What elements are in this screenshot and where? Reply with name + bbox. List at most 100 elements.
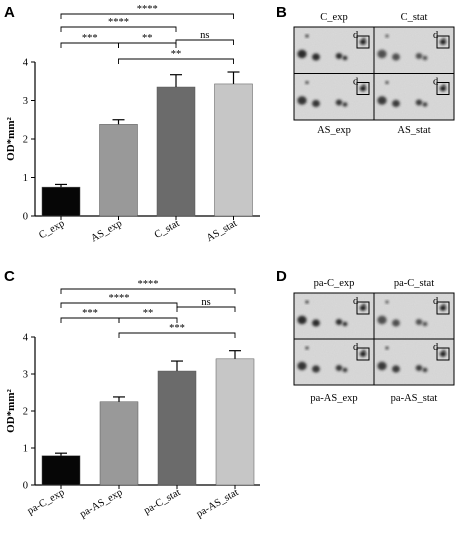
bar	[99, 124, 138, 217]
y-tick-label: 2	[23, 407, 28, 418]
protein-spot	[305, 300, 309, 304]
gel-label: C_exp	[320, 12, 347, 23]
significance-label: ****	[108, 17, 129, 28]
protein-spot	[297, 315, 307, 325]
bar	[214, 83, 253, 217]
protein-spot	[377, 96, 387, 105]
significance-label: **	[143, 308, 154, 319]
y-tick-label: 1	[23, 173, 28, 184]
protein-spot	[305, 346, 309, 350]
target-spot	[439, 305, 447, 311]
protein-spot	[422, 321, 428, 327]
gel-texture	[374, 27, 454, 74]
significance-bracket: ****	[60, 4, 234, 19]
gel-panel-d: d d d d pa-C_exp pa-C_stat pa-AS_exp pa-AS_stat	[293, 278, 455, 404]
category-label: pa-C_stat	[142, 487, 182, 517]
category-label: pa-AS_stat	[195, 487, 241, 520]
significance-bracket: ns	[176, 297, 236, 312]
protein-spot	[305, 34, 309, 38]
target-spot	[359, 305, 367, 311]
significance-label: ns	[200, 30, 209, 41]
gel-label: pa-C_exp	[314, 278, 355, 289]
protein-spot	[312, 99, 320, 108]
protein-spot	[377, 361, 387, 371]
significance-label: ***	[82, 308, 98, 319]
bracket-line	[175, 39, 234, 45]
protein-spot	[335, 99, 343, 106]
gel-label: C_stat	[401, 12, 428, 23]
protein-spot	[422, 55, 428, 61]
panel-letter-a: A	[4, 4, 15, 21]
protein-spot	[422, 367, 428, 373]
protein-spot	[415, 99, 423, 106]
category-label: pa-AS_exp	[78, 487, 124, 520]
significance-bracket: ***	[118, 323, 236, 338]
protein-spot	[342, 102, 348, 107]
protein-spot	[385, 300, 389, 304]
protein-spot	[305, 81, 309, 84]
spot-box	[436, 82, 450, 95]
spot-box	[356, 347, 370, 361]
spot-box	[436, 347, 450, 361]
y-axis-label: OD*mm²	[5, 388, 17, 432]
protein-spot	[422, 102, 428, 107]
target-spot	[359, 351, 367, 357]
gel-quadrant: d	[294, 27, 374, 74]
bracket-line	[118, 58, 234, 64]
significance-label: ****	[137, 4, 158, 15]
protein-spot	[335, 319, 343, 325]
protein-spot	[385, 34, 389, 38]
gel-quadrant: d	[374, 73, 454, 120]
gel-label: pa-C_stat	[394, 278, 434, 289]
bar	[41, 455, 81, 486]
y-tick-label: 0	[23, 481, 28, 492]
gel-panel-b: d d d d C_exp C_stat AS_exp AS_stat	[293, 12, 455, 136]
significance-bracket: ****	[60, 17, 177, 32]
gel-label: pa-AS_exp	[310, 393, 357, 404]
significance-label: **	[171, 49, 182, 60]
category-label: AS_stat	[205, 218, 239, 244]
bar	[41, 186, 81, 217]
significance-bracket: ****	[60, 293, 178, 308]
y-tick-label: 4	[23, 58, 29, 69]
gel-texture	[294, 73, 374, 120]
spot-label: d	[353, 296, 359, 307]
protein-spot	[415, 365, 423, 371]
gel-label: pa-AS_stat	[391, 393, 438, 404]
spot-label: d	[353, 77, 359, 88]
gel-texture	[294, 293, 374, 339]
protein-spot	[385, 346, 389, 350]
protein-spot	[297, 361, 307, 371]
protein-spot	[385, 81, 389, 84]
spot-box	[356, 35, 370, 49]
spot-label: d	[433, 30, 439, 41]
bracket-line	[118, 332, 236, 338]
target-spot	[359, 85, 367, 92]
protein-spot	[392, 365, 400, 373]
significance-bracket: **	[118, 49, 234, 64]
bar	[157, 370, 197, 486]
gel-quadrant: d	[374, 27, 454, 74]
gel-quadrant: d	[294, 73, 374, 120]
y-tick-label: 0	[23, 212, 28, 223]
gel-texture	[374, 73, 454, 120]
protein-spot	[297, 96, 307, 105]
gel-texture	[374, 339, 454, 385]
significance-bracket: **	[118, 33, 177, 48]
gel-quadrant: d	[374, 293, 454, 339]
target-spot	[439, 351, 447, 357]
bracket-line	[60, 13, 234, 19]
spot-box	[436, 35, 450, 49]
bracket-line	[60, 26, 177, 32]
target-spot	[439, 39, 447, 45]
bar	[215, 358, 255, 486]
panel-letter-b: B	[276, 4, 287, 21]
protein-spot	[335, 365, 343, 371]
spot-label: d	[353, 30, 359, 41]
gel-label: AS_exp	[317, 125, 351, 136]
protein-spot	[415, 319, 423, 325]
category-label: AS_exp	[89, 218, 124, 244]
